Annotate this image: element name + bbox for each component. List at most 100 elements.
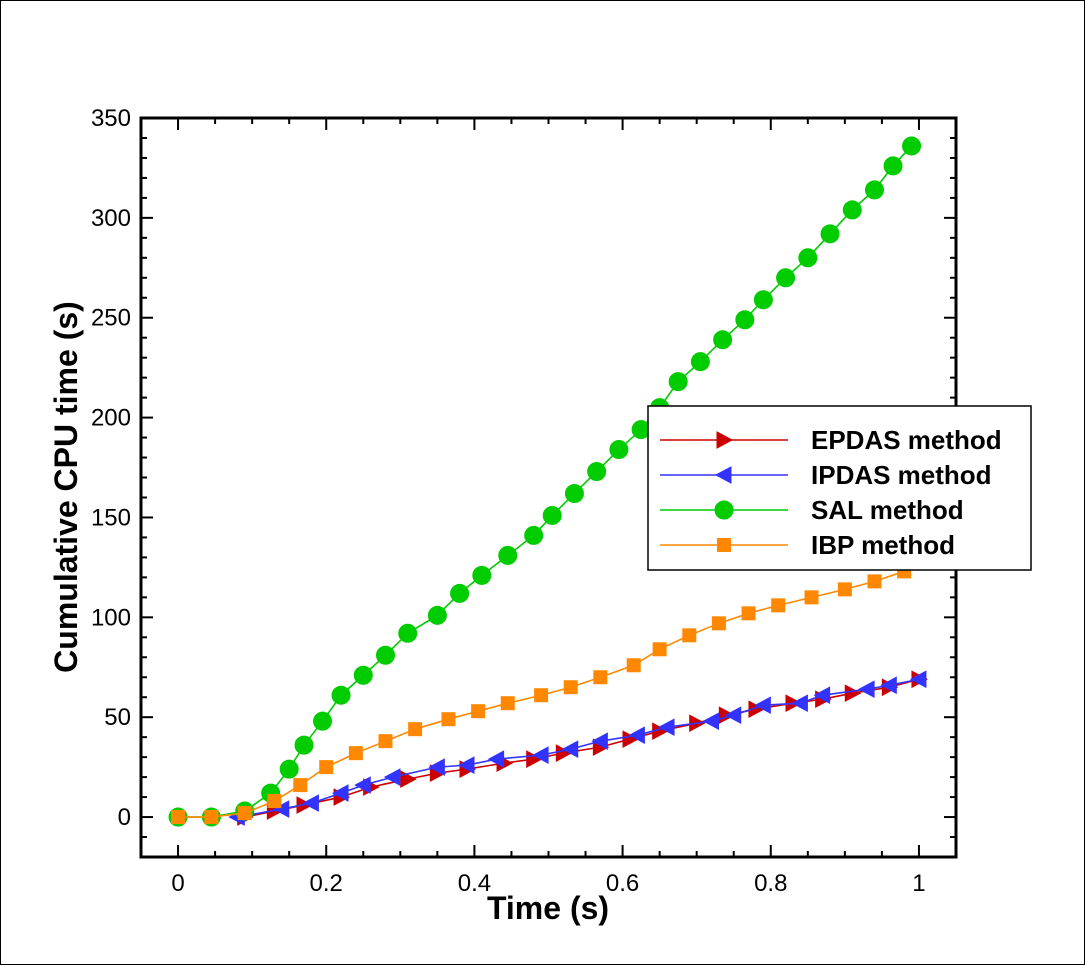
data-point — [563, 680, 578, 695]
data-point — [376, 645, 395, 665]
data-point — [348, 746, 363, 761]
data-point — [408, 722, 423, 737]
data-point — [294, 735, 314, 755]
data-point — [724, 706, 742, 725]
y-tick-label: 150 — [91, 504, 131, 531]
data-point — [735, 310, 755, 330]
data-point — [561, 740, 579, 758]
y-axis-title: Cumulative CPU time (s) — [48, 301, 84, 673]
data-point — [267, 794, 282, 809]
x-tick-label: 0 — [171, 870, 184, 897]
data-point — [532, 746, 549, 764]
data-point — [713, 330, 733, 350]
x-axis-title: Time (s) — [487, 890, 609, 926]
data-point — [682, 628, 697, 643]
data-point — [313, 711, 333, 731]
y-tick-label: 250 — [91, 305, 131, 332]
legend-marker — [714, 466, 732, 484]
data-point — [383, 768, 401, 786]
legend-item-ipdas-method: IPDAS method — [660, 460, 992, 490]
data-point — [609, 440, 629, 460]
legend-marker — [717, 538, 731, 552]
x-tick-label: 0.8 — [754, 870, 787, 897]
data-point — [353, 665, 373, 685]
data-point — [820, 224, 840, 244]
legend-marker — [716, 431, 734, 449]
x-tick-label: 0.4 — [458, 870, 491, 897]
data-point — [668, 372, 688, 392]
data-point — [331, 685, 351, 705]
data-point — [902, 136, 922, 156]
data-point — [354, 776, 371, 794]
data-point — [753, 290, 773, 310]
legend-item-epdas-method: EPDAS method — [660, 425, 1002, 455]
y-tick-label: 300 — [91, 205, 131, 232]
y-tick-label: 100 — [91, 604, 131, 631]
data-point — [487, 750, 505, 768]
data-point — [842, 200, 862, 220]
data-point — [883, 156, 903, 176]
data-point — [909, 670, 927, 689]
data-point — [741, 606, 756, 621]
legend-label: IBP method — [811, 530, 955, 560]
data-point — [771, 598, 786, 613]
data-point — [626, 658, 641, 673]
data-point — [837, 582, 852, 597]
legend-item-ibp-method: IBP method — [660, 530, 955, 560]
data-point — [237, 806, 252, 821]
data-point — [302, 794, 319, 812]
data-point — [798, 248, 818, 268]
series-sal-method — [168, 136, 922, 827]
data-point — [702, 712, 719, 731]
data-point — [711, 616, 726, 631]
data-point — [652, 642, 667, 657]
x-tick-label: 1 — [912, 870, 925, 897]
legend-label: IPDAS method — [811, 460, 992, 490]
data-point — [319, 760, 334, 775]
axes: 0 0.2 0.4 0.6 0.8 1 0 50 100 150 200 250 300 350 — [91, 105, 957, 897]
series-ibp-method — [171, 564, 912, 825]
data-point — [534, 688, 549, 703]
data-point — [427, 605, 447, 625]
data-point — [867, 574, 882, 589]
legend: EPDAS method IPDAS method SAL method IBP me… — [647, 405, 1032, 571]
legend-box — [647, 405, 1032, 571]
data-point — [657, 718, 675, 737]
data-point — [524, 525, 544, 545]
data-point — [591, 732, 608, 750]
data-point — [858, 680, 875, 699]
data-point — [204, 810, 219, 825]
data-point — [791, 694, 808, 713]
series-line — [237, 678, 920, 818]
data-point — [844, 684, 862, 703]
data-point — [293, 778, 308, 793]
data-point — [450, 583, 470, 603]
data-point — [331, 784, 349, 802]
data-point — [865, 180, 884, 200]
y-tick-label: 200 — [91, 405, 131, 432]
data-point — [457, 756, 475, 774]
series-ipdas-method — [228, 670, 927, 826]
x-tick-label: 0.6 — [606, 870, 639, 897]
data-point — [279, 759, 299, 779]
data-point — [593, 670, 608, 685]
data-point — [498, 545, 518, 565]
legend-marker — [714, 500, 734, 520]
data-point — [542, 505, 562, 525]
series-line — [178, 145, 913, 818]
data-point — [441, 712, 456, 727]
data-point — [500, 696, 515, 711]
data-point — [880, 676, 897, 695]
legend-item-sal-method: SAL method — [660, 495, 964, 525]
data-point — [378, 734, 393, 749]
legend-label: SAL method — [811, 495, 964, 525]
y-tick-label: 350 — [91, 105, 131, 132]
data-point — [628, 726, 645, 744]
data-point — [471, 704, 486, 719]
x-tick-label: 0.2 — [310, 870, 343, 897]
data-point — [754, 696, 771, 715]
data-point — [690, 352, 710, 372]
data-point — [587, 462, 607, 482]
